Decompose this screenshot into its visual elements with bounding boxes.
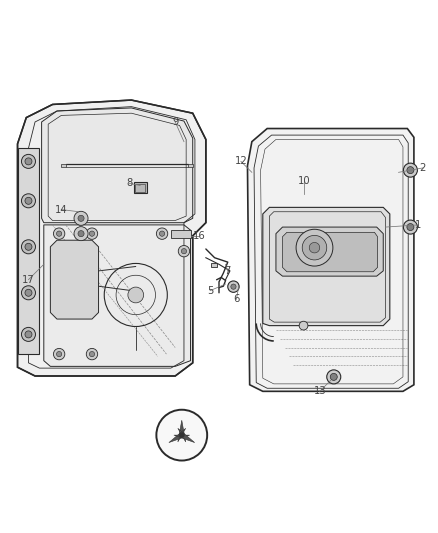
Circle shape	[74, 211, 88, 225]
Text: 7: 7	[225, 266, 231, 276]
Polygon shape	[18, 100, 206, 376]
Text: 2: 2	[420, 163, 426, 173]
Text: 10: 10	[298, 176, 311, 186]
Polygon shape	[134, 182, 147, 193]
Circle shape	[25, 243, 32, 251]
Circle shape	[309, 243, 320, 253]
Circle shape	[296, 229, 333, 266]
Text: 6: 6	[233, 294, 240, 304]
Circle shape	[156, 410, 207, 461]
Circle shape	[302, 236, 327, 260]
Circle shape	[159, 231, 165, 236]
Circle shape	[53, 228, 65, 239]
Polygon shape	[42, 108, 193, 223]
Polygon shape	[283, 232, 378, 272]
Polygon shape	[50, 240, 99, 319]
Circle shape	[181, 248, 187, 254]
Circle shape	[53, 349, 65, 360]
Circle shape	[21, 155, 35, 168]
Circle shape	[228, 281, 239, 292]
Polygon shape	[18, 148, 39, 354]
Circle shape	[21, 240, 35, 254]
Circle shape	[78, 215, 84, 221]
Circle shape	[407, 223, 414, 231]
Circle shape	[178, 246, 190, 257]
Circle shape	[21, 286, 35, 300]
Text: 12: 12	[234, 156, 247, 166]
Text: 17: 17	[22, 274, 35, 285]
Circle shape	[25, 331, 32, 338]
Circle shape	[403, 220, 417, 234]
Text: 8: 8	[126, 178, 132, 188]
Circle shape	[299, 321, 308, 330]
Text: 14: 14	[55, 205, 67, 215]
Circle shape	[86, 349, 98, 360]
Polygon shape	[171, 230, 191, 238]
Circle shape	[403, 163, 417, 177]
Text: 1: 1	[415, 220, 421, 230]
Circle shape	[57, 351, 62, 357]
Circle shape	[21, 327, 35, 342]
Circle shape	[179, 432, 184, 438]
Text: 13: 13	[314, 386, 326, 397]
Polygon shape	[169, 429, 190, 442]
Text: 16: 16	[193, 231, 206, 241]
Polygon shape	[174, 429, 194, 442]
Polygon shape	[276, 227, 383, 276]
Circle shape	[25, 197, 32, 204]
Polygon shape	[188, 164, 193, 167]
Circle shape	[78, 231, 84, 237]
Circle shape	[89, 351, 95, 357]
Polygon shape	[247, 128, 414, 391]
Circle shape	[57, 231, 62, 236]
Polygon shape	[178, 420, 186, 442]
Circle shape	[25, 289, 32, 296]
Circle shape	[330, 374, 337, 381]
Text: 5: 5	[207, 286, 213, 296]
Polygon shape	[61, 164, 66, 167]
Circle shape	[231, 284, 236, 289]
Circle shape	[25, 158, 32, 165]
Polygon shape	[211, 263, 217, 266]
Text: 9: 9	[172, 117, 178, 127]
Circle shape	[89, 231, 95, 236]
Polygon shape	[44, 225, 191, 366]
Circle shape	[21, 194, 35, 208]
Polygon shape	[263, 207, 390, 326]
Circle shape	[74, 227, 88, 241]
Circle shape	[86, 228, 98, 239]
Circle shape	[128, 287, 144, 303]
Circle shape	[327, 370, 341, 384]
Circle shape	[407, 167, 414, 174]
Circle shape	[156, 228, 168, 239]
